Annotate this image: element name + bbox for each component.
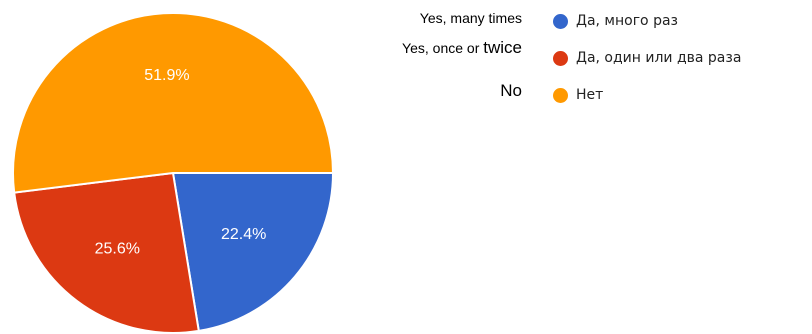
pie-slice-many-times [171,172,335,333]
legend-swatch-blue [553,13,568,29]
legend: Да, много раз Да, один или два раза Нет [553,10,741,121]
translation-no: No [500,81,522,100]
slice-label-no: 51.9% [144,67,189,84]
translation-yes-once-or-twice: Yes, once or twice [402,38,522,58]
pie-slice-once-or-twice [13,171,200,334]
legend-label: Нет [576,87,604,103]
legend-label: Да, один или два раза [576,50,742,66]
legend-swatch-red [553,50,568,66]
legend-item-many-times: Да, много раз [553,10,741,32]
translation-yes-many-times: Yes, many times [419,10,522,26]
slice-label-many-times: 22.4% [221,226,266,243]
legend-swatch-orange [553,87,568,103]
slice-label-once-or-twice: 25.6% [95,240,140,257]
translation-once-or-text: Yes, once or [402,40,484,56]
legend-label: Да, много раз [576,13,678,29]
pie-chart: 22.4% 25.6% 51.9% [12,12,335,334]
legend-item-no: Нет [553,84,741,106]
translation-twice-text: twice [483,38,522,57]
legend-item-once-or-twice: Да, один или два раза [553,47,741,69]
pie-slice-no [12,12,335,194]
